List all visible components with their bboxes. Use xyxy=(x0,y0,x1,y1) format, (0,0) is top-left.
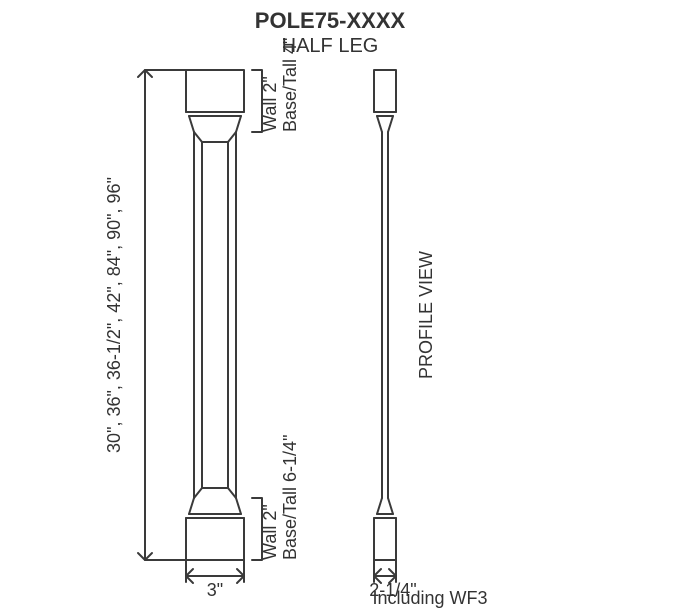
front-view xyxy=(186,70,244,560)
heights-label: 30", 36", 36-1/2", 42", 84", 90", 96" xyxy=(104,177,124,453)
dimension-line xyxy=(138,70,152,560)
bottom-wall-label: Wall 2" xyxy=(260,504,280,560)
profile-view xyxy=(374,70,396,560)
including-label: Including WF3 xyxy=(372,588,487,608)
bottom-base-label: Base/Tall 6-1/4" xyxy=(280,435,300,560)
top-base-label: Base/Tall 4" xyxy=(280,38,300,132)
top-wall-label: Wall 2" xyxy=(260,76,280,132)
profile-caption: PROFILE VIEW xyxy=(416,251,436,379)
front-width-label: 3" xyxy=(207,580,223,600)
title: POLE75-XXXX xyxy=(255,8,406,33)
